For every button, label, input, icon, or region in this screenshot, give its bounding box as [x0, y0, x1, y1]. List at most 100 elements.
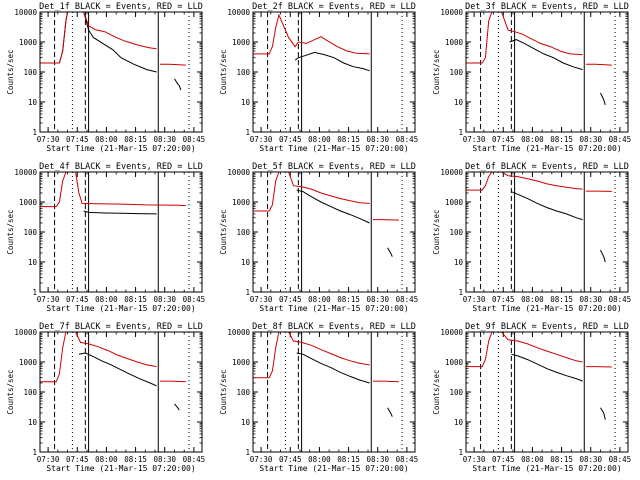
lld-series-line-segment	[159, 63, 186, 66]
x-tick-label: 08:00	[521, 135, 544, 144]
x-tick-label: 07:30	[37, 135, 60, 144]
y-tick-label: 1000	[19, 38, 38, 47]
x-tick-label: 07:45	[66, 135, 89, 144]
x-tick-label: 07:45	[66, 295, 89, 304]
x-tick-label: 07:30	[37, 295, 60, 304]
events-series-line	[511, 191, 583, 221]
lld-series-line-segment	[159, 380, 186, 383]
x-tick-label: 08:30	[153, 455, 176, 464]
y-tick-label: 1000	[232, 38, 251, 47]
chart-title: Det_6f BLACK = Events, RED = LLD	[465, 162, 629, 172]
x-tick-label: 08:30	[366, 135, 389, 144]
y-tick-label: 10	[28, 258, 38, 267]
lld-series-line-segment	[372, 380, 399, 383]
y-tick-label: 10000	[227, 328, 250, 337]
y-tick-label: 1	[245, 128, 250, 137]
y-tick-label: 10	[241, 418, 251, 427]
x-tick-label: 08:30	[579, 295, 602, 304]
x-tick-label: 08:00	[95, 295, 118, 304]
events-series-line	[296, 352, 370, 384]
y-axis-label: Counts/sec	[432, 49, 441, 94]
x-axis-label: Start Time (21-Mar-15 07:20:00)	[46, 304, 195, 313]
y-tick-label: 1	[32, 128, 37, 137]
x-tick-label: 08:00	[308, 295, 331, 304]
lld-series-line	[466, 172, 583, 191]
x-tick-label: 08:45	[609, 135, 632, 144]
y-tick-label: 1000	[232, 358, 251, 367]
chart-title: Det_4f BLACK = Events, RED = LLD	[39, 162, 203, 172]
y-tick-label: 10	[454, 98, 464, 107]
y-tick-label: 100	[23, 388, 37, 397]
plot-frame	[252, 11, 416, 133]
events-series-line	[509, 39, 583, 71]
chart-panel-4: Det_4f BLACK = Events, RED = LLD 1 10 100 10…	[6, 162, 205, 313]
x-tick-label: 07:45	[279, 455, 302, 464]
y-tick-label: 10000	[14, 328, 37, 337]
events-series-line	[78, 352, 157, 387]
y-tick-label: 10000	[227, 8, 250, 17]
events-series-line	[296, 189, 370, 224]
x-tick-label: 08:15	[337, 135, 360, 144]
y-tick-label: 1	[32, 288, 37, 297]
events-series-line	[294, 51, 370, 72]
plot-frame	[465, 171, 629, 293]
chart-panel-2: Det_2f BLACK = Events, RED = LLD 1 10 100 10…	[219, 2, 418, 153]
x-tick-label: 08:15	[550, 135, 573, 144]
lld-series-line	[40, 172, 186, 208]
plot-frame	[465, 11, 629, 133]
x-tick-label: 08:45	[609, 455, 632, 464]
y-axis-label: Counts/sec	[6, 369, 15, 414]
x-tick-label: 07:45	[279, 135, 302, 144]
x-tick-label: 08:00	[95, 455, 118, 464]
y-axis-label: Counts/sec	[219, 49, 228, 94]
y-tick-label: 10	[28, 98, 38, 107]
y-axis-label: Counts/sec	[219, 369, 228, 414]
y-tick-label: 100	[23, 228, 37, 237]
x-tick-label: 08:45	[396, 135, 419, 144]
plot-frame	[252, 331, 416, 453]
chart-panel-8: Det_8f BLACK = Events, RED = LLD 1 10 100 10…	[219, 322, 418, 473]
x-tick-label: 08:00	[521, 455, 544, 464]
lld-series-line	[466, 12, 583, 64]
y-axis-label: Counts/sec	[432, 369, 441, 414]
y-tick-label: 1000	[445, 38, 464, 47]
x-tick-label: 07:45	[492, 295, 515, 304]
y-tick-label: 1	[245, 448, 250, 457]
x-tick-label: 07:30	[250, 455, 273, 464]
lld-series-line	[40, 332, 157, 383]
events-series-line	[58, 12, 157, 73]
y-tick-label: 1	[458, 288, 463, 297]
y-tick-label: 10	[241, 258, 251, 267]
y-tick-label: 10000	[440, 328, 463, 337]
y-tick-label: 10	[28, 418, 38, 427]
x-tick-label: 07:30	[463, 135, 486, 144]
lld-series-line	[40, 12, 157, 64]
chart-title: Det_5f BLACK = Events, RED = LLD	[252, 162, 416, 172]
chart-panel-6: Det_6f BLACK = Events, RED = LLD 1 10 100 10…	[432, 162, 631, 313]
y-tick-label: 10000	[14, 168, 37, 177]
x-tick-label: 08:15	[337, 455, 360, 464]
chart-panel-9: Det_9f BLACK = Events, RED = LLD 1 10 100 10…	[432, 322, 631, 473]
plot-frame	[465, 331, 629, 453]
y-tick-label: 100	[449, 388, 463, 397]
y-tick-label: 100	[236, 388, 250, 397]
events-series-line	[511, 353, 583, 382]
chart-title: Det_3f BLACK = Events, RED = LLD	[465, 2, 629, 12]
x-axis-label: Start Time (21-Mar-15 07:20:00)	[472, 304, 621, 313]
y-tick-label: 1	[458, 448, 463, 457]
x-tick-label: 08:00	[95, 135, 118, 144]
x-tick-label: 08:00	[521, 295, 544, 304]
lld-series-line	[253, 13, 370, 55]
x-axis-label: Start Time (21-Mar-15 07:20:00)	[259, 464, 408, 473]
y-tick-label: 1	[245, 288, 250, 297]
plot-frame	[39, 331, 203, 453]
x-axis-label: Start Time (21-Mar-15 07:20:00)	[259, 144, 408, 153]
y-tick-label: 10	[454, 418, 464, 427]
y-tick-label: 100	[236, 228, 250, 237]
chart-panel-1: Det_1f BLACK = Events, RED = LLD 1 10 100 10…	[6, 2, 205, 153]
x-axis-label: Start Time (21-Mar-15 07:20:00)	[472, 144, 621, 153]
y-tick-label: 1000	[232, 198, 251, 207]
y-axis-label: Counts/sec	[6, 49, 15, 94]
x-tick-label: 07:30	[250, 135, 273, 144]
y-tick-label: 1	[458, 128, 463, 137]
